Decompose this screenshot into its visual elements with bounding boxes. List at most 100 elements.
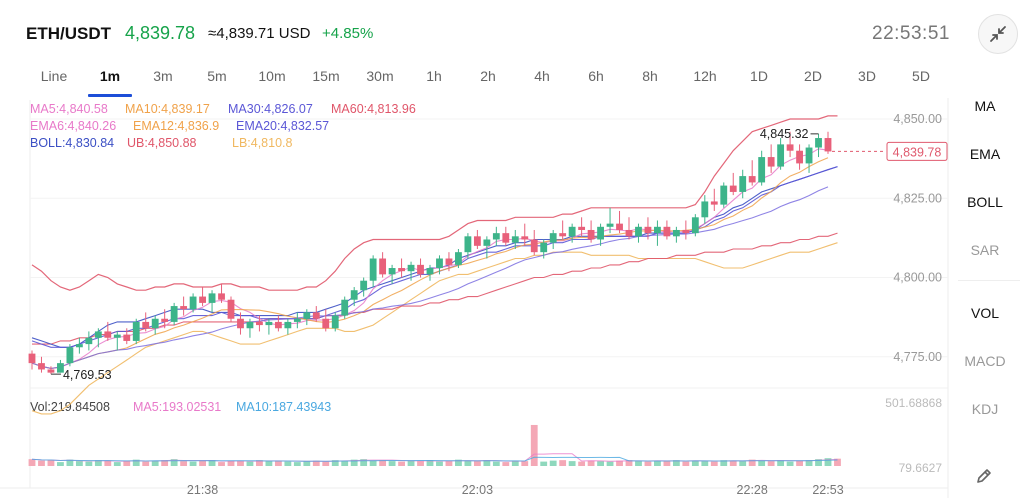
line-vol-ma10 [31,456,838,462]
candle-43 [436,255,443,275]
volume-bar-17 [189,461,197,466]
candle-20 [218,283,225,303]
candle-body-43 [436,258,443,269]
volume-bar-61 [606,461,614,466]
indicator-kdj[interactable]: KDJ [971,401,999,417]
pencil-icon[interactable] [974,466,994,486]
candle-32 [331,312,339,332]
candle-70 [691,214,699,237]
tab-4h[interactable]: 4h [534,68,550,84]
volume-bar-76 [748,459,756,466]
candle-body-70 [691,217,699,234]
candle-60 [597,223,604,246]
tab-5d[interactable]: 5D [912,68,930,84]
candle-body-49 [492,233,500,240]
candle-body-42 [426,268,434,275]
candle-body-40 [407,264,415,272]
candle-body-58 [578,226,586,230]
candle-21 [227,296,235,322]
candle-body-75 [739,176,747,192]
volume-bar-51 [511,460,519,466]
candle-body-13 [151,318,159,329]
indicator-vol[interactable]: VOL [970,305,999,321]
candle-74 [729,172,737,196]
indicator-boll[interactable]: BOLL [967,194,1003,210]
legend-ma-item-2: MA30:4,826.07 [228,102,313,116]
tab-30m[interactable]: 30m [366,68,394,84]
tab-line[interactable]: Line [40,68,68,84]
fullscreen-button[interactable] [978,14,1018,54]
usd-equivalent: ≈4,839.71 USD [208,25,311,42]
candle-54 [540,239,548,259]
pair-symbol[interactable]: ETH/USDT [26,24,111,43]
volume-bar-54 [540,461,548,466]
volume-bar-16 [180,461,188,466]
candle-76 [748,160,756,186]
candle-7 [94,328,102,348]
tab-15m[interactable]: 15m [312,68,340,84]
tab-2h[interactable]: 2h [480,68,496,84]
volume-bar-63 [625,460,633,466]
tab-3m[interactable]: 3m [153,68,173,84]
volume-bar-69 [682,461,690,466]
tab-3d[interactable]: 3D [858,68,876,84]
collapse-arrows-icon [990,26,1006,42]
candle-11 [132,318,140,345]
tab-1m[interactable]: 1m [99,68,121,84]
volume-bar-15 [170,459,178,466]
indicator-sar[interactable]: SAR [970,242,1000,258]
volume-bar-55 [549,460,557,466]
candle-14 [161,309,169,329]
indicator-ema[interactable]: EMA [969,146,1001,162]
tab-12h[interactable]: 12h [693,68,717,84]
candle-62 [616,210,623,234]
x-tick-2: 22:28 [737,483,768,497]
volume-bar-10 [123,461,131,466]
volume-bar-6 [85,461,93,466]
legend-ma-item-3: MA60:4,813.96 [331,102,416,116]
line-ub [31,115,838,291]
candle-body-34 [350,290,358,300]
volume-bar-72 [710,461,718,466]
candle-body-81 [796,150,803,164]
tab-1d[interactable]: 1D [750,68,768,84]
candle-body-78 [767,157,775,167]
tab-2d[interactable]: 2D [804,68,822,84]
candle-41 [417,258,424,278]
candle-body-20 [218,293,225,300]
volume-bar-81 [796,460,803,466]
volume-bar-27 [284,461,292,466]
x-tick-3: 22:53 [812,483,843,497]
tab-1h[interactable]: 1h [426,68,442,84]
candle-body-9 [113,334,121,338]
active-tab-indicator [88,94,132,97]
indicator-ma[interactable]: MA [974,98,996,114]
candle-64 [635,223,642,243]
y-tick-2: 4,800.00 [893,271,942,285]
candle-body-54 [540,242,548,253]
indicator-lines [31,115,838,415]
tab-8h[interactable]: 8h [642,68,658,84]
tab-10m[interactable]: 10m [258,68,286,84]
candlestick-chart[interactable]: 4,769.53 4,845.32 4,839.78 4,850.00 4,825.00… [0,98,950,498]
volume-bar-45 [455,459,462,466]
volume-bar-74 [729,460,737,466]
candle-body-53 [530,239,538,253]
volume-bar-4 [66,459,74,466]
candle-39 [398,258,405,278]
candle-38 [388,264,396,284]
candle-body-83 [815,138,822,148]
indicator-macd[interactable]: MACD [964,353,1006,369]
volume-bar-31 [322,461,330,466]
volume-bar-84 [824,458,832,466]
volume-bar-26 [274,460,282,466]
candle-22 [237,312,244,335]
volume-bar-83 [815,459,822,466]
volume-bar-41 [417,461,424,466]
ticker-header: ETH/USDT 4,839.78 ≈4,839.71 USD +4.85% 2… [0,0,1024,66]
tab-6h[interactable]: 6h [588,68,604,84]
tab-5m[interactable]: 5m [207,68,227,84]
candle-53 [530,229,538,256]
candle-body-10 [123,334,131,341]
candle-body-8 [104,331,112,338]
